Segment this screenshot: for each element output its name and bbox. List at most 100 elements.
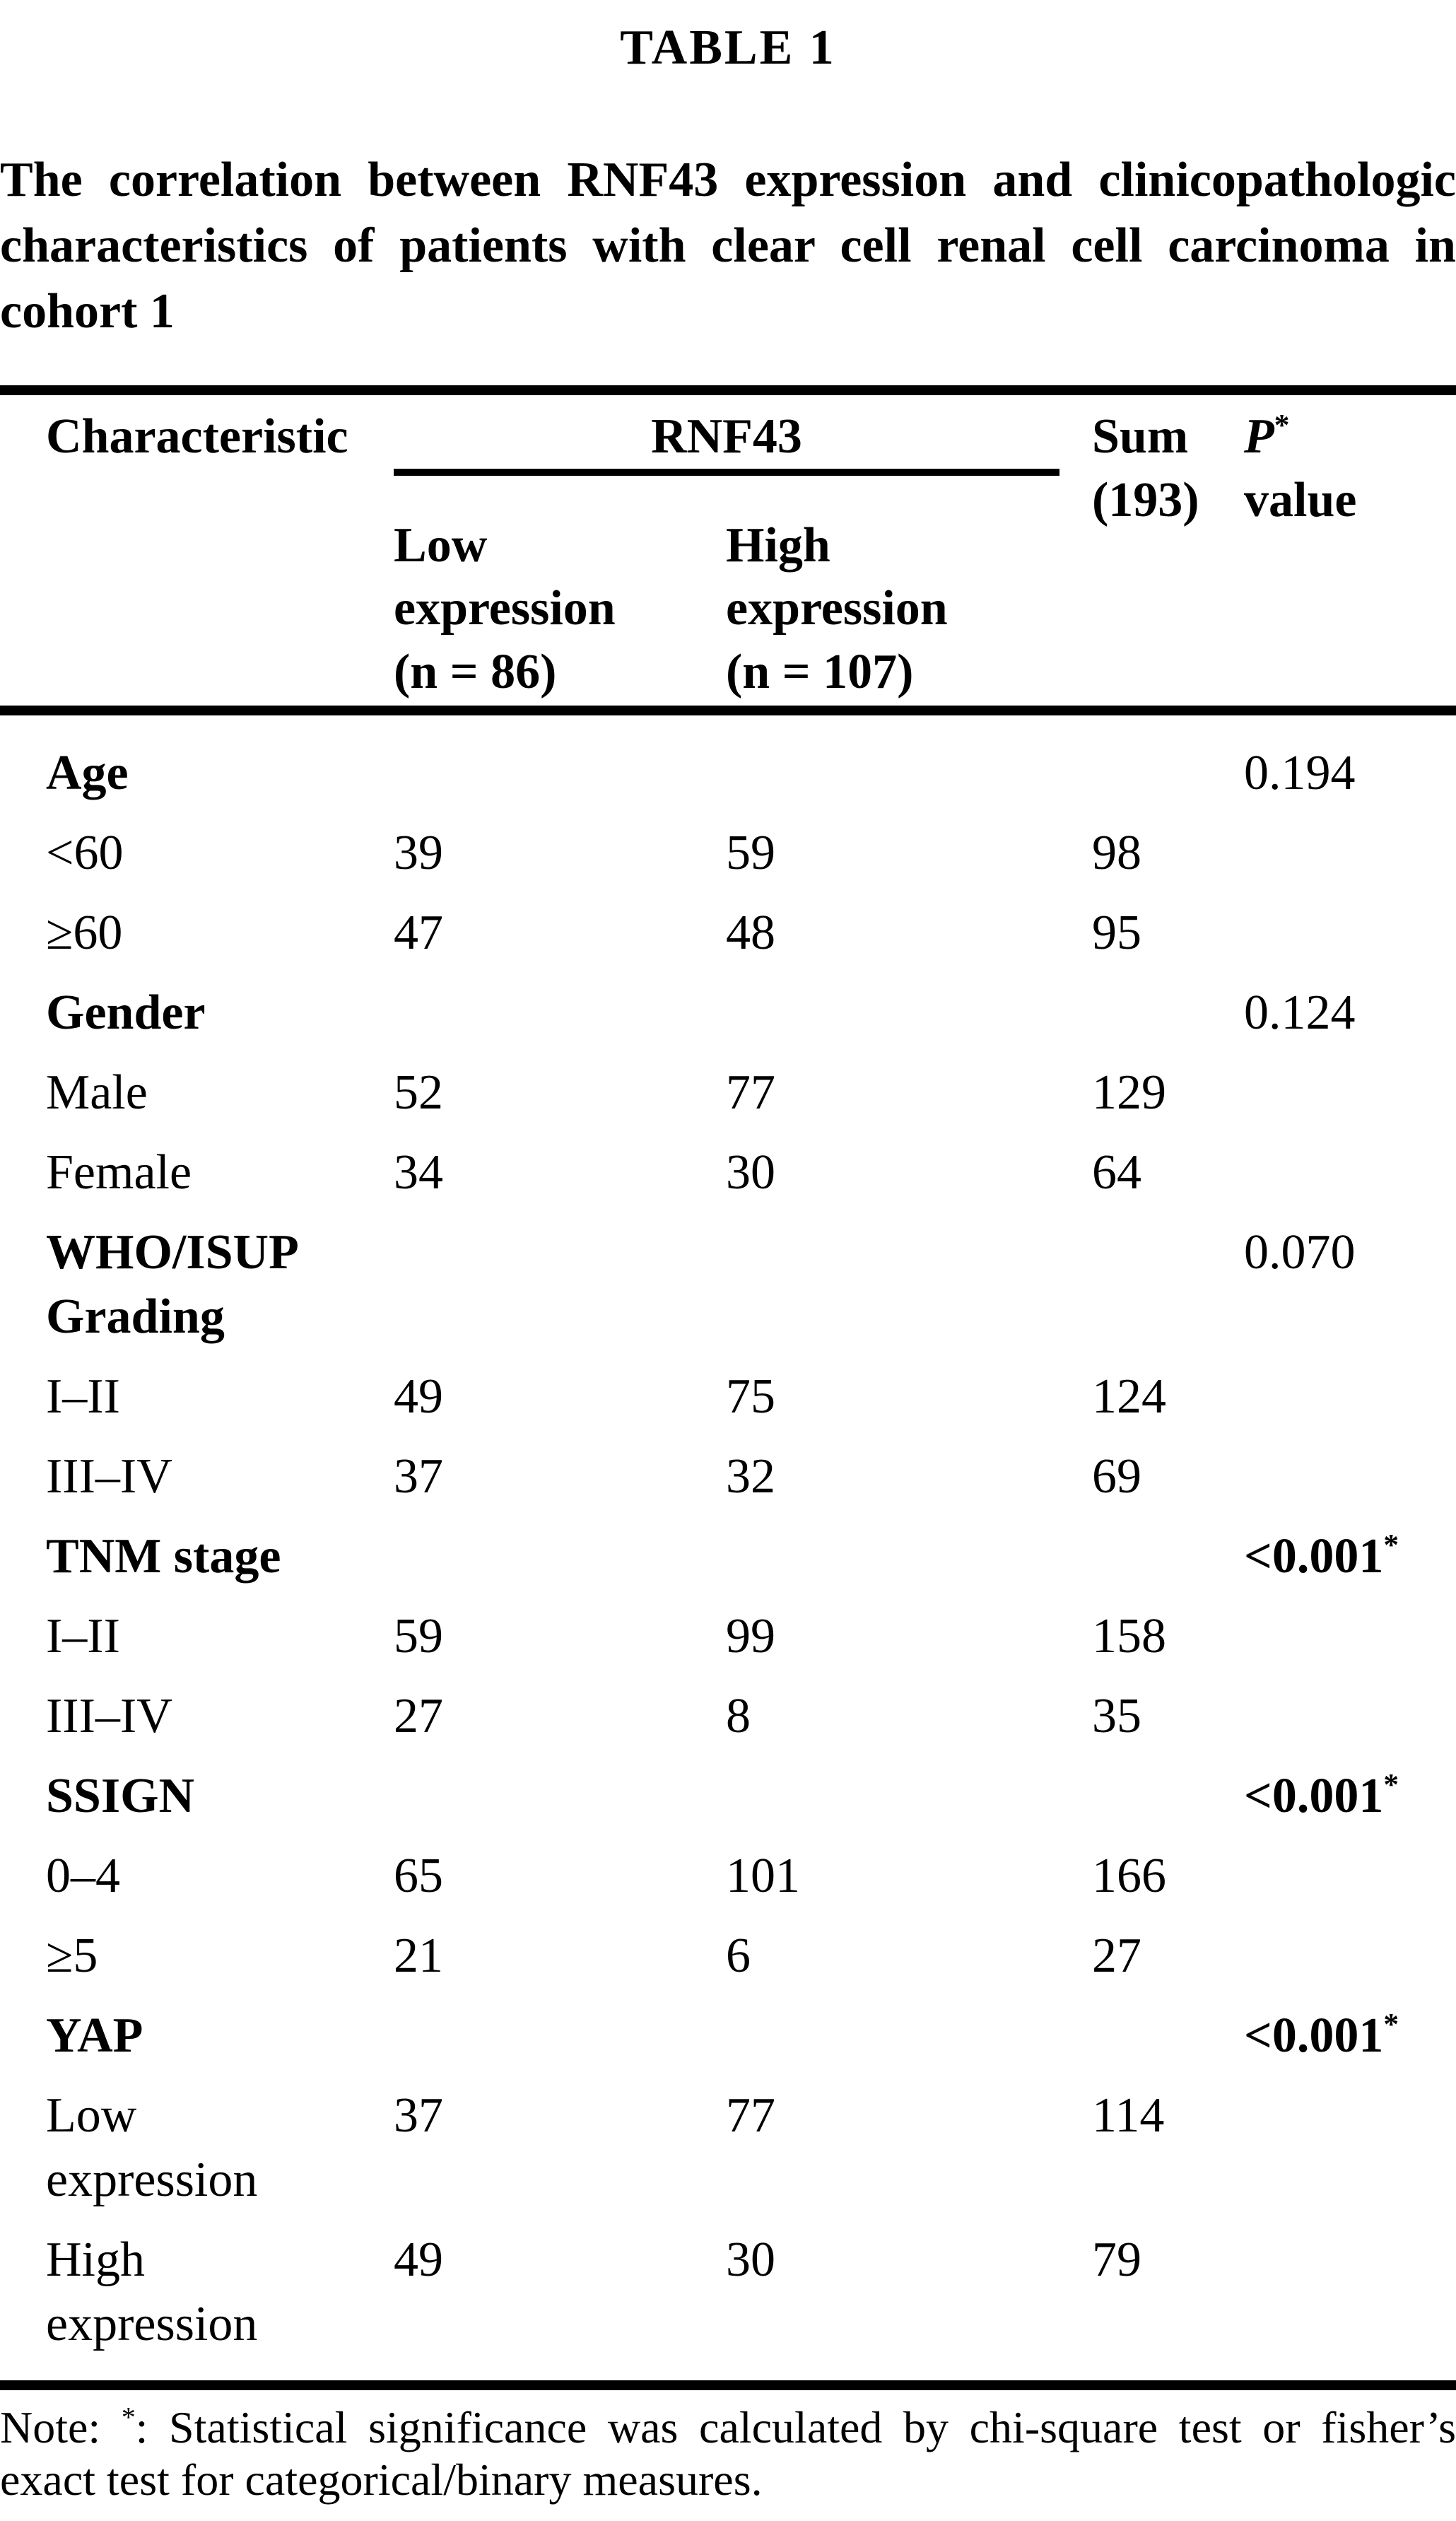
cell-high: 6 bbox=[726, 1928, 751, 1983]
table-header: Characteristic RNF43 Sum (193) P* value … bbox=[0, 395, 1456, 705]
header-high-expression: High expression (n = 107) bbox=[726, 517, 948, 700]
cell-sum: 114 bbox=[1092, 2088, 1165, 2143]
cell-low: 65 bbox=[394, 1848, 443, 1903]
row-label: I–II bbox=[46, 1608, 120, 1663]
cell-high bbox=[726, 1524, 1092, 1589]
cell-p-value bbox=[1244, 1604, 1456, 1668]
cell-low bbox=[394, 981, 726, 1045]
cell-high: 32 bbox=[726, 1449, 775, 1504]
row-label: Female bbox=[46, 1145, 192, 1200]
cell-high: 48 bbox=[726, 905, 775, 960]
header-characteristic: Characteristic bbox=[46, 409, 348, 464]
table-row: Low expression 37 77 114 bbox=[0, 2083, 1456, 2212]
cell-high: 75 bbox=[726, 1369, 775, 1424]
cell-low: 27 bbox=[394, 1688, 443, 1743]
cell-sum: 129 bbox=[1092, 1065, 1166, 1120]
cell-p-value: 0.194 bbox=[1244, 741, 1456, 805]
table-caption: The correlation between RNF43 expression… bbox=[0, 153, 1456, 339]
cell-low bbox=[394, 1764, 726, 1828]
cell-low: 37 bbox=[394, 1449, 443, 1504]
p-value-text: <0.001 bbox=[1244, 2008, 1384, 2063]
significance-star: * bbox=[1383, 2007, 1399, 2042]
table-row: TNM stage <0.001* bbox=[0, 1524, 1456, 1589]
cell-high: 30 bbox=[726, 2232, 775, 2287]
cell-low bbox=[394, 1524, 726, 1589]
row-label: Age bbox=[46, 745, 129, 800]
header-p-symbol-line: P* bbox=[1244, 405, 1456, 469]
cell-low: 49 bbox=[394, 1369, 443, 1424]
cell-low: 39 bbox=[394, 825, 443, 880]
cell-p-value: 0.070 bbox=[1244, 1220, 1456, 1349]
significance-star: * bbox=[1383, 1767, 1399, 1802]
cell-p-value bbox=[1244, 1140, 1456, 1205]
cell-sum: 95 bbox=[1092, 905, 1141, 960]
cell-low: 52 bbox=[394, 1065, 443, 1120]
table-row: High expression 49 30 79 bbox=[0, 2228, 1456, 2356]
cell-sum: 79 bbox=[1092, 2232, 1141, 2287]
cell-high: 99 bbox=[726, 1608, 775, 1663]
cell-sum bbox=[1092, 981, 1244, 1045]
table-row: III–IV 27 8 35 bbox=[0, 1684, 1456, 1748]
row-label: 0–4 bbox=[46, 1848, 120, 1903]
table-row: <60 39 59 98 bbox=[0, 821, 1456, 885]
p-value-text: 0.124 bbox=[1244, 985, 1356, 1040]
cell-sum: 64 bbox=[1092, 1145, 1141, 1200]
cell-high bbox=[726, 741, 1092, 805]
table-number-heading: TABLE 1 bbox=[620, 21, 836, 75]
table-row: I–II 49 75 124 bbox=[0, 1364, 1456, 1429]
p-value-text: 0.070 bbox=[1244, 1224, 1356, 1280]
row-label: ≥60 bbox=[46, 905, 123, 960]
row-label: III–IV bbox=[46, 1688, 172, 1743]
row-label: High expression bbox=[46, 2232, 258, 2351]
table-row: ≥5 21 6 27 bbox=[0, 1924, 1456, 1988]
table-row: ≥60 47 48 95 bbox=[0, 901, 1456, 965]
cell-low: 47 bbox=[394, 905, 443, 960]
table: Characteristic RNF43 Sum (193) P* value … bbox=[0, 385, 1456, 2390]
significance-star: * bbox=[121, 2402, 136, 2433]
cell-high bbox=[726, 1220, 1092, 1349]
header-sum-word: Sum bbox=[1092, 409, 1189, 464]
header-sum: Sum (193) bbox=[1092, 405, 1244, 703]
row-label: Low expression bbox=[46, 2088, 258, 2207]
table-row: YAP <0.001* bbox=[0, 2004, 1456, 2068]
cell-sum: 27 bbox=[1092, 1928, 1141, 1983]
cell-sum: 158 bbox=[1092, 1608, 1166, 1663]
cell-high bbox=[726, 1764, 1092, 1828]
table-row: III–IV 37 32 69 bbox=[0, 1444, 1456, 1509]
cell-low: 37 bbox=[394, 2088, 443, 2143]
header-bottom-rule bbox=[0, 705, 1456, 715]
row-label: Gender bbox=[46, 985, 206, 1040]
cell-high: 8 bbox=[726, 1688, 751, 1743]
cell-high bbox=[726, 2004, 1092, 2068]
cell-sum bbox=[1092, 1764, 1244, 1828]
table-top-rule bbox=[0, 385, 1456, 396]
cell-p-value bbox=[1244, 1364, 1456, 1429]
cell-low bbox=[394, 1220, 726, 1349]
row-label: WHO/ISUP Grading bbox=[46, 1224, 296, 1344]
cell-p-value: <0.001* bbox=[1244, 1764, 1456, 1828]
row-label: Male bbox=[46, 1065, 148, 1120]
cell-sum: 35 bbox=[1092, 1688, 1141, 1743]
cell-low: 21 bbox=[394, 1928, 443, 1983]
cell-low bbox=[394, 741, 726, 805]
row-label: ≥5 bbox=[46, 1928, 98, 1983]
table-row: Male 52 77 129 bbox=[0, 1060, 1456, 1125]
cell-low: 34 bbox=[394, 1145, 443, 1200]
table-footnote: Note: *: Statistical significance was ca… bbox=[0, 2402, 1456, 2506]
row-label: I–II bbox=[46, 1369, 120, 1424]
header-p-value: P* value bbox=[1244, 405, 1456, 703]
p-value-text: <0.001 bbox=[1244, 1768, 1384, 1823]
cell-p-value bbox=[1244, 1924, 1456, 1988]
table-row: I–II 59 99 158 bbox=[0, 1604, 1456, 1668]
footnote-text: : Statistical significance was calculate… bbox=[0, 2402, 1456, 2505]
row-label: SSIGN bbox=[46, 1768, 195, 1823]
cell-sum bbox=[1092, 741, 1244, 805]
cell-low: 49 bbox=[394, 2232, 443, 2287]
table-row: WHO/ISUP Grading 0.070 bbox=[0, 1220, 1456, 1349]
row-label: III–IV bbox=[46, 1449, 172, 1504]
cell-high: 30 bbox=[726, 1145, 775, 1200]
cell-sum: 98 bbox=[1092, 825, 1141, 880]
cell-high bbox=[726, 981, 1092, 1045]
cell-p-value: 0.124 bbox=[1244, 981, 1456, 1045]
cell-p-value bbox=[1244, 1844, 1456, 1908]
